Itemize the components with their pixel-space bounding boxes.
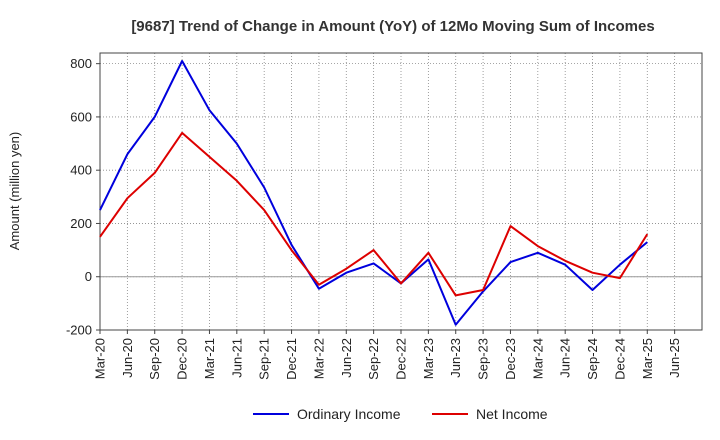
y-tick-label: 0	[85, 269, 92, 284]
legend: Ordinary Income Net Income	[253, 406, 548, 422]
x-tick-label: Sep-23	[476, 338, 491, 380]
y-tick-label: 200	[70, 216, 92, 231]
x-tick-label: Mar-20	[93, 338, 108, 379]
x-tick-label: Jun-20	[120, 338, 135, 378]
x-tick-label: Mar-23	[421, 338, 436, 379]
y-axis-label: Amount (million yen)	[7, 132, 22, 251]
net-income-legend-label: Net Income	[476, 406, 548, 422]
x-tick-label: Sep-20	[147, 338, 162, 380]
x-tick-label: Dec-20	[175, 338, 190, 380]
x-tick-label: Mar-22	[311, 338, 326, 379]
ordinary-income-line	[99, 60, 648, 326]
x-tick-label: Sep-24	[585, 338, 600, 380]
x-tick-label: Sep-21	[257, 338, 272, 380]
x-tick-label: Dec-21	[284, 338, 299, 380]
x-tick-label: Sep-22	[366, 338, 381, 380]
x-axis-ticks: Mar-20 Jun-20 Sep-20 Dec-20 Mar-21 Jun-21 Sep-…	[93, 330, 682, 380]
net-income-line	[99, 131, 649, 297]
chart-title: [9687] Trend of Change in Amount (YoY) o…	[131, 18, 654, 35]
plot-grid	[100, 53, 702, 330]
x-tick-label: Mar-25	[640, 338, 655, 379]
x-tick-label: Jun-25	[667, 338, 682, 378]
x-tick-label: Jun-23	[448, 338, 463, 378]
x-tick-label: Dec-22	[394, 338, 409, 380]
x-tick-label: Dec-23	[503, 338, 518, 380]
x-tick-label: Jun-24	[558, 338, 573, 378]
series-layer	[99, 60, 649, 326]
x-tick-label: Mar-21	[202, 338, 217, 379]
ordinary-income-legend-label: Ordinary Income	[297, 406, 401, 422]
y-tick-label: 600	[70, 109, 92, 124]
x-tick-label: Mar-24	[530, 338, 545, 379]
y-tick-label: 400	[70, 163, 92, 178]
x-tick-label: Jun-22	[339, 338, 354, 378]
y-tick-label: -200	[66, 323, 92, 338]
x-tick-label: Dec-24	[612, 338, 627, 380]
y-tick-label: 800	[70, 56, 92, 71]
x-tick-label: Jun-21	[229, 338, 244, 378]
y-axis-ticks: -200 0 200 400 600 800	[66, 56, 100, 338]
